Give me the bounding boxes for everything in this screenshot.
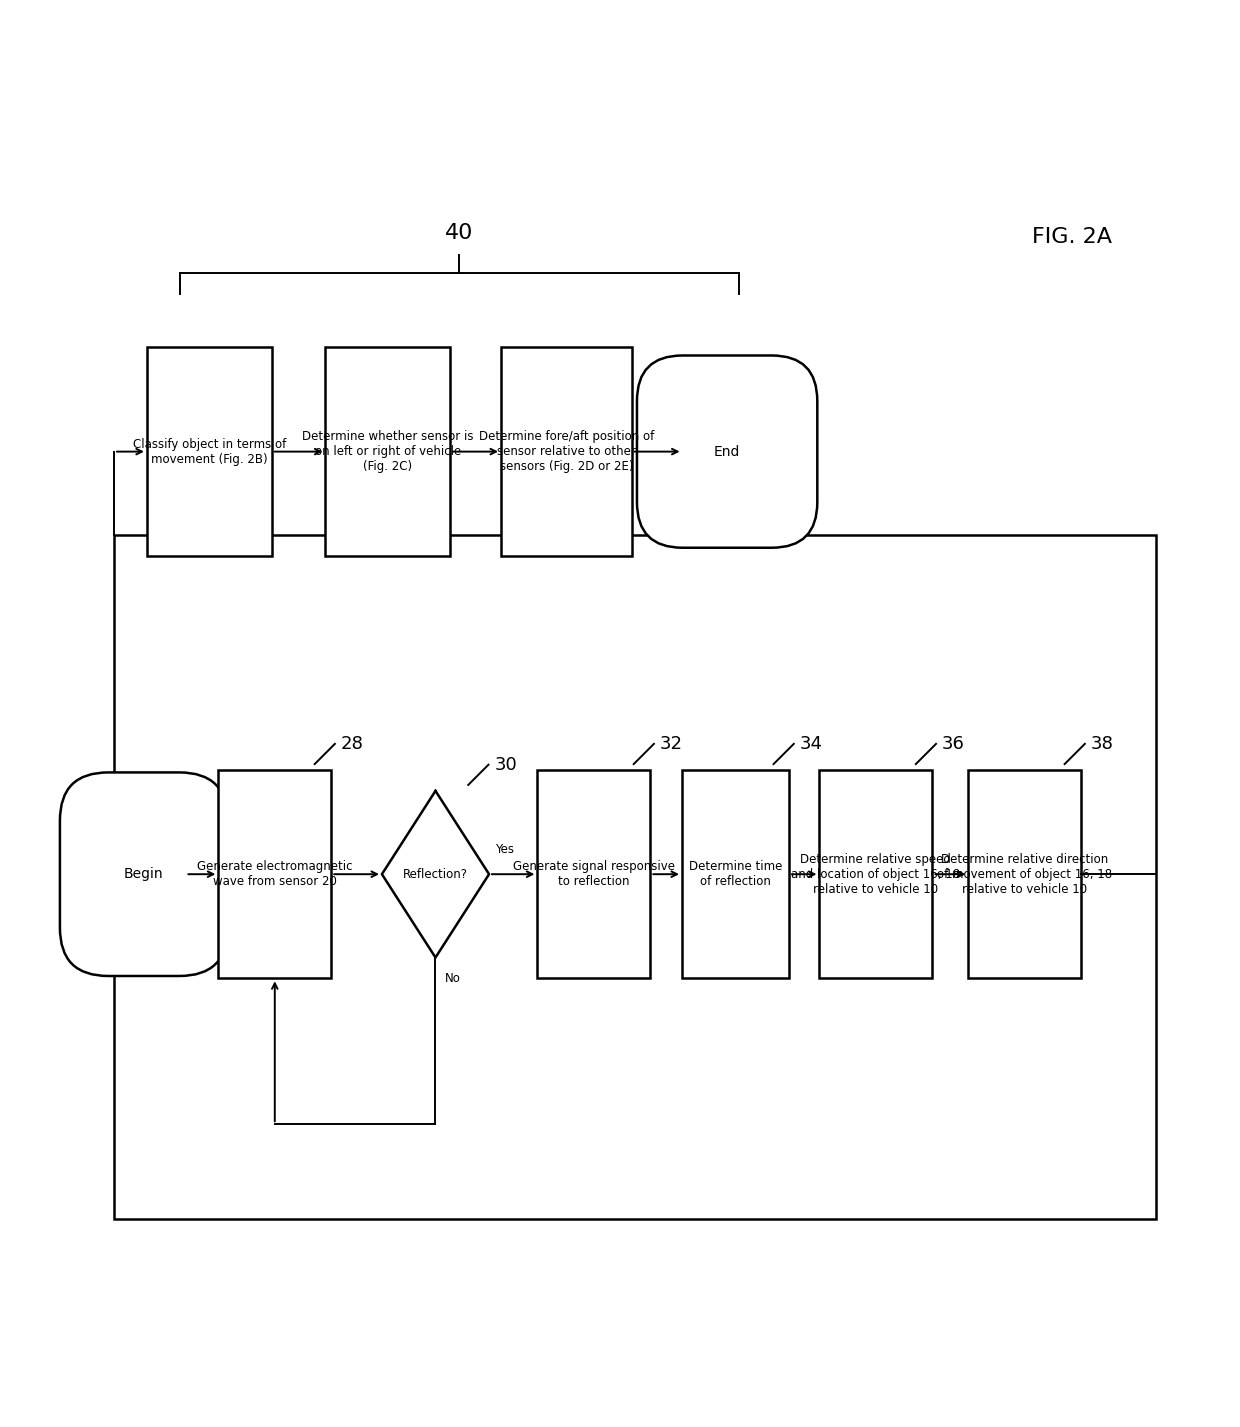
Text: 28: 28 [341,735,363,753]
Text: Begin: Begin [124,868,164,882]
FancyBboxPatch shape [537,771,650,979]
Text: Reflection?: Reflection? [403,868,467,880]
Text: 38: 38 [1091,735,1114,753]
Text: Determine relative direction
of movement of object 16, 18
relative to vehicle 10: Determine relative direction of movement… [937,853,1112,896]
FancyBboxPatch shape [682,771,789,979]
Text: 32: 32 [660,735,683,753]
FancyBboxPatch shape [60,772,228,976]
Text: 34: 34 [800,735,823,753]
Text: Determine whether sensor is
on left or right of vehicle
(Fig. 2C): Determine whether sensor is on left or r… [303,430,474,474]
FancyBboxPatch shape [146,347,272,555]
Text: Classify object in terms of
movement (Fig. 2B): Classify object in terms of movement (Fi… [133,438,286,465]
Text: Yes: Yes [495,843,515,856]
Text: 40: 40 [445,223,474,243]
Text: Generate electromagnetic
wave from sensor 20: Generate electromagnetic wave from senso… [197,860,352,888]
FancyBboxPatch shape [114,535,1156,1220]
Text: Determine relative speed
and location of object 16, 18
relative to vehicle 10: Determine relative speed and location of… [791,853,961,896]
FancyBboxPatch shape [820,771,932,979]
Text: FIG. 2A: FIG. 2A [1033,227,1112,247]
Text: End: End [714,445,740,458]
FancyBboxPatch shape [968,771,1081,979]
Text: Determine time
of reflection: Determine time of reflection [688,860,782,888]
Text: Generate signal responsive
to reflection: Generate signal responsive to reflection [513,860,675,888]
Text: 36: 36 [942,735,965,753]
FancyBboxPatch shape [637,355,817,548]
FancyBboxPatch shape [325,347,450,555]
FancyBboxPatch shape [501,347,632,555]
Text: Determine fore/aft position of
sensor relative to other
sensors (Fig. 2D or 2E): Determine fore/aft position of sensor re… [479,430,653,474]
Text: 30: 30 [495,756,517,773]
Text: No: No [445,972,461,985]
FancyBboxPatch shape [218,771,331,979]
